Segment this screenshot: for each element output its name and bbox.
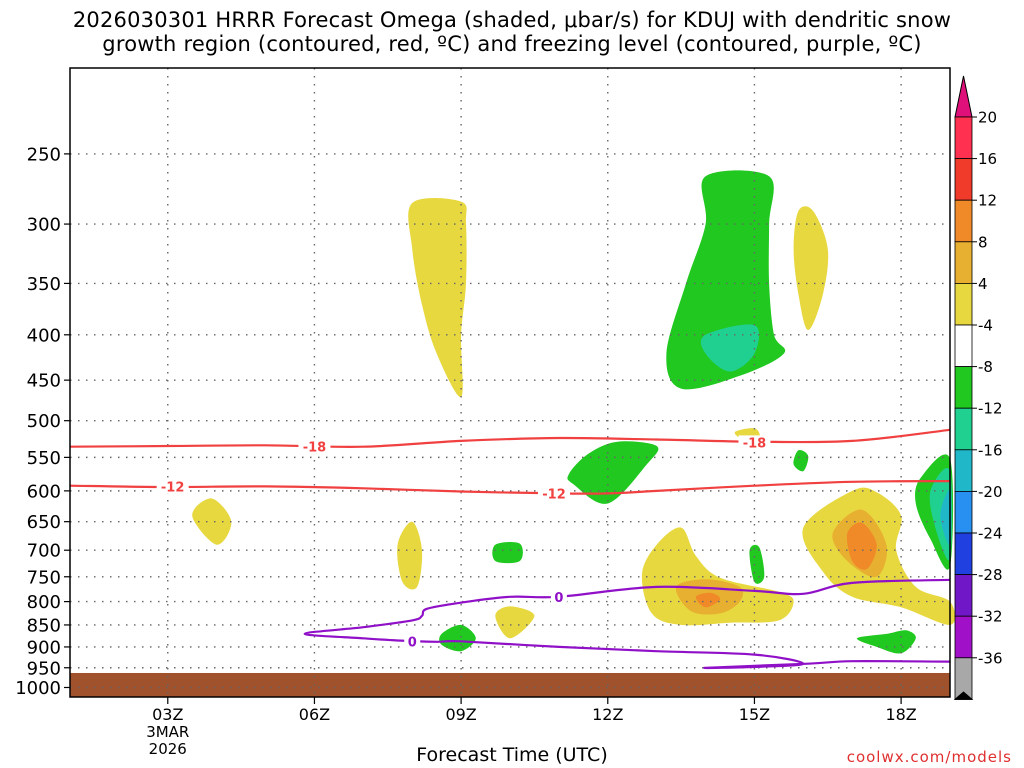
omega-pos-03z (192, 498, 232, 545)
y-tick-label-950: 950 (27, 658, 61, 679)
ground-fill (70, 672, 950, 697)
omega-pos-08z (397, 521, 423, 590)
colorbar-label-7: -12 (978, 400, 1003, 418)
dgz-minus18-label-bg-0 (298, 439, 331, 454)
chart-title-line2: growth region (contoured, red, ºC) and f… (102, 32, 922, 56)
colorbar-label-12: -32 (978, 608, 1003, 626)
x-tick-label-12Z: 12Z (592, 705, 623, 724)
omega-neg-09z-low (439, 624, 476, 652)
omega-neg-max-18z-edge (940, 490, 952, 546)
omega-neg-small-16z (793, 449, 809, 472)
omega-pos-upper-09z (408, 198, 467, 398)
x-tick-date: 3MAR (146, 723, 189, 741)
colorbar-swatch-8 (954, 449, 973, 492)
omega-neg-small-15z-low (749, 544, 765, 584)
colorbar-label-8: -16 (978, 441, 1003, 459)
colorbar-label-5: -4 (978, 317, 993, 335)
chart-title-line1: 2026030301 HRRR Forecast Omega (shaded, … (72, 8, 952, 32)
freezing-0-line (303, 578, 951, 670)
y-tick-label-700: 700 (27, 541, 61, 562)
y-tick-label-250: 250 (27, 144, 61, 165)
x-tick-year: 2026 (149, 740, 187, 758)
y-tick-label-300: 300 (27, 215, 61, 236)
omega-pos-10z-low (495, 606, 535, 639)
dgz-minus12-label-bg-1 (538, 486, 570, 501)
y-tick-label-350: 350 (27, 274, 61, 295)
colorbar-label-10: -24 (978, 525, 1003, 543)
freezing-0-label-1: 0 (408, 635, 417, 650)
colorbar: 20 16 12 8 4 -4 -8 -12 -16 -20 -24 -28 -32 -36 (953, 75, 1003, 700)
colorbar-label-0: 20 (978, 109, 997, 127)
y-tick-label-400: 400 (27, 325, 61, 346)
x-tick-label-03Z: 03Z (152, 705, 183, 724)
credit-link[interactable]: coolwx.com/models (846, 748, 1012, 766)
y-tick-label-550: 550 (27, 448, 61, 469)
axes: 2503003504004505005506006507007508008509… (15, 67, 951, 758)
y-tick-label-650: 650 (27, 512, 61, 533)
freezing-0-label-bg-0 (550, 589, 567, 604)
colorbar-label-1: 16 (978, 150, 997, 168)
plot-background (70, 68, 950, 697)
dgz-minus18-line (69, 428, 951, 448)
chart-title: 2026030301 HRRR Forecast Omega (shaded, … (0, 8, 1024, 56)
y-tick-label-850: 850 (27, 615, 61, 636)
y-tick-label-500: 500 (27, 411, 61, 432)
y-tick-label-800: 800 (27, 592, 61, 613)
colorbar-label-2: 12 (978, 192, 997, 210)
omega-pos-13z (641, 527, 794, 626)
omega-pos-upper-16z (793, 206, 829, 330)
colorbar-swatch-1 (954, 158, 973, 201)
dgz-minus18-label-0: -18 (303, 441, 327, 456)
y-tick-label-900: 900 (27, 637, 61, 658)
colorbar-swatch-4 (954, 282, 973, 326)
colorbar-label-11: -28 (978, 566, 1003, 584)
grid-lines (70, 68, 950, 697)
colorbar-swatch-10 (954, 532, 973, 575)
contour-lines: -18 -18 -12 -12 0 0 (69, 428, 951, 670)
colorbar-swatch-7 (954, 407, 973, 451)
omega-neg-10z (492, 541, 523, 564)
freezing-0-label-0: 0 (554, 591, 563, 606)
y-tick-label-1000: 1000 (15, 678, 61, 699)
dgz-minus12-label-bg-0 (156, 479, 189, 494)
freezing-0-label-bg-1 (404, 634, 421, 649)
omega-pos-max-14z (695, 592, 721, 608)
omega-neg-core-14z (700, 324, 760, 372)
colorbar-swatch-5 (954, 324, 973, 367)
plot-frame (69, 67, 951, 698)
colorbar-label-4: 4 (978, 275, 988, 293)
colorbar-swatch-12 (954, 615, 973, 659)
colorbar-swatch-6 (954, 366, 973, 409)
colorbar-label-6: -8 (978, 358, 993, 376)
colorbar-swatch-9 (954, 490, 973, 534)
x-tick-label-06Z: 06Z (299, 705, 330, 724)
colorbar-swatch-0 (954, 116, 973, 159)
omega-pos-max-17z (846, 522, 877, 570)
dgz-minus12-label-0: -12 (161, 480, 185, 495)
x-tick-label-09Z: 09Z (445, 705, 476, 724)
colorbar-label-3: 8 (978, 233, 988, 251)
dgz-minus18-label-bg-1 (738, 435, 771, 450)
colorbar-label-13: -36 (978, 649, 1003, 667)
colorbar-swatch-2 (954, 199, 973, 243)
colorbar-swatch-3 (954, 241, 973, 284)
omega-shading (192, 170, 956, 654)
colorbar-top-arrow (954, 75, 973, 118)
dgz-minus12-label-1: -12 (542, 487, 566, 502)
colorbar-bottom-arrow (953, 691, 974, 700)
x-tick-label-18Z: 18Z (885, 705, 916, 724)
x-tick-label-15Z: 15Z (739, 705, 770, 724)
y-tick-label-450: 450 (27, 371, 61, 392)
x-axis-title: Forecast Time (UTC) (416, 744, 608, 766)
colorbar-label-9: -20 (978, 483, 1003, 501)
dgz-minus18-label-1: -18 (743, 436, 767, 451)
y-tick-label-750: 750 (27, 567, 61, 588)
y-tick-label-600: 600 (27, 481, 61, 502)
ground-layer (70, 672, 950, 697)
colorbar-swatch-11 (954, 574, 973, 617)
